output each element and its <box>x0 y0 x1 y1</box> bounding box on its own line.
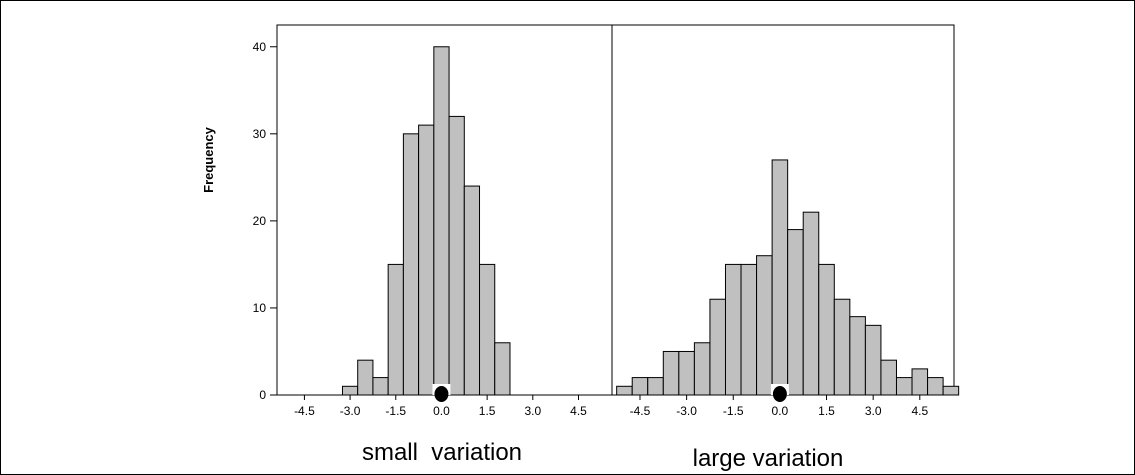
histogram-bar <box>662 350 680 396</box>
histogram-bar <box>479 263 496 396</box>
histogram-bar <box>418 124 435 396</box>
histogram-bar <box>724 263 742 396</box>
histogram-bar <box>911 368 929 396</box>
histogram-bar <box>740 263 758 396</box>
x-tick-label: 1.5 <box>479 404 496 418</box>
x-tick-label: -4.5 <box>294 404 315 418</box>
histogram-bar <box>787 229 804 396</box>
histogram-bar <box>647 377 664 396</box>
histogram-bar <box>927 377 944 396</box>
x-tick-label: 3.0 <box>865 404 882 418</box>
x-tick-label: -3.0 <box>676 404 697 418</box>
histogram-bar <box>709 298 726 396</box>
histogram-bar <box>942 385 960 396</box>
histogram-bar <box>341 385 359 396</box>
x-tick-label: 3.0 <box>524 404 541 418</box>
histogram-bar <box>494 342 511 396</box>
histogram-bar <box>771 159 789 396</box>
histogram-bar <box>463 185 481 396</box>
histogram-bar <box>402 133 420 396</box>
x-tick-label: 0.0 <box>772 404 789 418</box>
histogram-bar <box>880 359 897 396</box>
histogram-bar <box>833 298 851 396</box>
histogram-bar <box>631 377 649 396</box>
histogram-bar <box>849 316 866 396</box>
mean-marker-dot <box>434 386 449 402</box>
histogram-bar <box>372 377 389 396</box>
histogram-bar <box>756 255 773 396</box>
y-axis: 0 10 20 30 40 <box>253 40 277 402</box>
histogram-panel-small-variation: -4.5 -3.0 -1.5 0.0 1.5 3.0 4.5 <box>276 24 613 418</box>
histogram-panel-large-variation: -4.5 -3.0 -1.5 0.0 1.5 3.0 4.5 <box>611 24 960 418</box>
x-tick-label: 0.0 <box>433 404 450 418</box>
histogram-bar <box>818 263 835 396</box>
histogram-bar <box>433 46 450 396</box>
histogram-bar <box>357 359 374 396</box>
histogram-bar <box>616 385 633 396</box>
histogram-bar <box>895 377 913 396</box>
histogram-bar <box>387 263 404 396</box>
y-axis-label: Frequency <box>201 126 216 193</box>
x-tick-label: -1.5 <box>723 404 744 418</box>
x-tick-label: -4.5 <box>630 404 651 418</box>
y-tick-label: 0 <box>259 388 266 402</box>
y-tick-label: 10 <box>253 301 267 315</box>
x-tick-label: 1.5 <box>818 404 835 418</box>
histogram-bar <box>448 115 465 396</box>
histogram-bar <box>678 350 695 396</box>
mean-marker-dot <box>772 386 787 402</box>
histogram-bar <box>802 211 820 396</box>
histogram-bar <box>864 324 882 396</box>
y-tick-label: 20 <box>253 214 267 228</box>
histogram-bar <box>693 342 711 396</box>
x-tick-label: 4.5 <box>570 404 587 418</box>
panel-label-small-variation: small variation <box>362 439 522 466</box>
x-tick-label: -3.0 <box>340 404 361 418</box>
x-tick-label: -1.5 <box>385 404 406 418</box>
x-tick-label: 4.5 <box>911 404 928 418</box>
y-tick-label: 40 <box>253 40 267 54</box>
y-tick-label: 30 <box>253 127 267 141</box>
panel-label-large-variation: large variation <box>693 445 844 472</box>
